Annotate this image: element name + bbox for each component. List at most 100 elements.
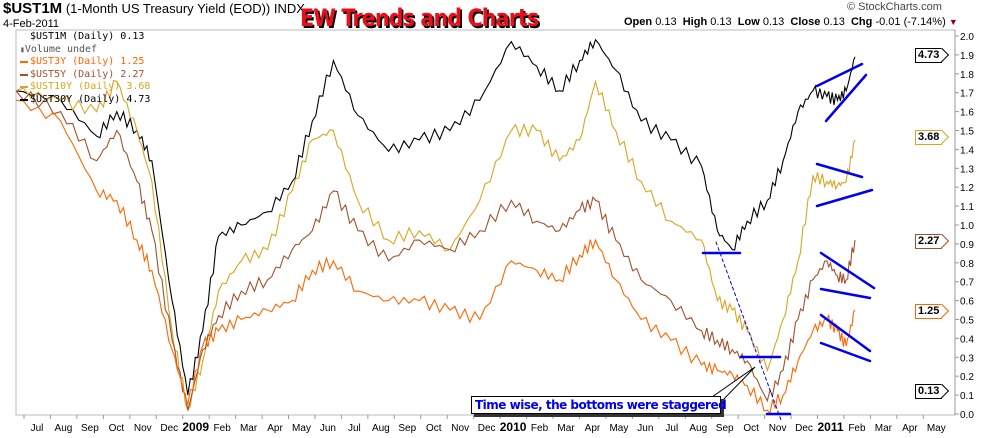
x-tick-label: Apr [902, 423, 918, 434]
y-tick-label: 1.1 [960, 202, 974, 213]
trendline-10y-lower [815, 188, 874, 208]
trendline-annotations [701, 62, 876, 421]
x-tick-label: 2009 [182, 420, 209, 434]
legend-label: Volume undef [24, 43, 98, 55]
x-tick-label: Nov [134, 423, 152, 434]
y-tick-label: 1.2 [960, 183, 974, 194]
x-tick-label: Nov [451, 423, 469, 434]
y-tick-label: 0.5 [960, 316, 974, 327]
y-tick-label: 1.5 [960, 127, 974, 138]
x-tick-label: Jun [320, 423, 336, 434]
legend-swatch [20, 86, 28, 89]
low-label: Low [737, 16, 760, 28]
y-tick-label: 2.0 [960, 32, 974, 43]
price-badge-value: 1.25 [918, 305, 940, 317]
legend-swatch [20, 98, 28, 101]
x-tick-label: Jun [637, 423, 653, 434]
x-tick-label: Feb [214, 423, 232, 434]
y-tick-label: 1.7 [960, 89, 974, 100]
x-tick-label: Jul [348, 423, 361, 434]
y-tick-label: 0.6 [960, 297, 974, 308]
y-tick-label: 0.2 [960, 372, 974, 383]
x-tick-label: Aug [372, 423, 390, 434]
high-value: 0.13 [710, 16, 732, 28]
legend-item: $UST1M (Daily) 0.13 [20, 31, 150, 44]
x-tick-label: Mar [557, 423, 575, 434]
price-badge-value: 0.13 [918, 385, 940, 397]
trendline-5y-lower [819, 287, 872, 300]
series-line-ust5y [15, 90, 856, 411]
close-value: 0.13 [823, 16, 845, 28]
y-tick-label: 1.0 [960, 221, 974, 232]
x-tick-label: May [292, 423, 311, 434]
x-tick-label: Apr [267, 423, 283, 434]
price-badge-value: 2.27 [918, 235, 940, 247]
y-tick-label: 0.8 [960, 259, 974, 270]
y-tick-label: 0.7 [960, 278, 974, 289]
trendline-30y-lower [824, 73, 868, 123]
series-line-ust3y [15, 99, 856, 415]
x-tick-label: Sep [398, 423, 416, 434]
price-badge-value: 3.68 [918, 131, 940, 143]
y-tick-label: 1.4 [960, 145, 974, 156]
x-tick-label: Dec [478, 423, 496, 434]
price-badge: 0.13 [915, 384, 943, 399]
x-tick-label: Sep [716, 423, 734, 434]
symbol: $UST1M [3, 0, 63, 17]
y-tick-label: 1.3 [960, 164, 974, 175]
chart-title: EW Trends and Charts [300, 4, 539, 32]
x-tick-label: Jul [31, 423, 44, 434]
x-axis: Jul Aug Sep Oct Nov Dec 2009 Feb Mar Apr May Jun Jul… [23, 415, 946, 434]
down-arrow-icon: ▼ [948, 17, 958, 27]
x-tick-label: 2011 [817, 420, 843, 434]
legend-swatch [20, 61, 28, 64]
trendline-3y-upper [819, 313, 872, 353]
legend-label: $UST5Y (Daily) 2.27 [30, 68, 145, 80]
open-value: 0.13 [655, 16, 677, 28]
legend: $UST1M (Daily) 0.13 ▮ Volume undef $UST3Y (… [20, 31, 150, 106]
y-tick-label: 0.3 [960, 353, 974, 364]
x-tick-label: Oct [109, 423, 125, 434]
price-badge: 3.68 [915, 130, 943, 145]
low-value: 0.13 [762, 16, 785, 28]
x-tick-label: Feb [531, 423, 549, 434]
x-tick-label: Mar [240, 423, 258, 434]
symbol-description: (1-Month US Treasury Yield (EOD)) INDX [65, 1, 305, 16]
legend-label: $UST30Y (Daily) 4.73 [30, 93, 151, 105]
y-tick-label: 0.4 [960, 334, 974, 345]
chart-date: 4-Feb-2011 [3, 18, 60, 30]
open-label: Open [624, 16, 653, 28]
x-tick-label: Jul [665, 423, 678, 434]
x-tick-label: Feb [848, 423, 866, 434]
x-tick-label: Mar [875, 423, 893, 434]
series-line-ust30y [15, 38, 856, 396]
x-tick-label: Nov [769, 423, 787, 434]
ohlc-readout: Open 0.13 High 0.13 Low 0.13 Close 0.13 … [624, 16, 958, 29]
y-axis: 0.0 0.1 0.2 0.3 0.4 0.5 0.6 0.7 0.8 0.9 1.0 1.1 1.2 1… [954, 30, 974, 421]
legend-label: $UST3Y (Daily) 1.25 [30, 56, 145, 67]
y-tick-label: 1.9 [960, 51, 974, 62]
y-tick-label: 0.9 [960, 240, 974, 251]
price-badge: 4.73 [915, 48, 943, 63]
stagger-dashed-line [715, 241, 782, 421]
legend-item: $UST10Y (Daily) 3.68 [20, 81, 150, 94]
trendline-3y-lower [819, 341, 872, 363]
x-tick-label: Apr [585, 423, 601, 434]
legend-item: $UST5Y (Daily) 2.27 [20, 69, 150, 82]
trendline-30y-upper [815, 62, 864, 88]
price-badge: 2.27 [915, 234, 943, 249]
y-tick-label: 0.0 [960, 410, 974, 421]
series-group [15, 38, 856, 415]
legend-item: ▮ Volume undef [20, 44, 150, 57]
x-tick-label: 2010 [500, 420, 527, 434]
legend-label: $UST1M (Daily) 0.13 [30, 31, 145, 42]
price-badge: 1.25 [915, 304, 943, 319]
legend-item: $UST3Y (Daily) 1.25 [20, 56, 150, 69]
x-tick-label: Oct [426, 423, 442, 434]
chg-label: Chg [850, 16, 873, 28]
x-tick-label: May [609, 423, 628, 434]
legend-item: $UST30Y (Daily) 4.73 [20, 94, 150, 107]
x-tick-label: May [927, 423, 946, 434]
chart-symbol: $UST1M (1-Month US Treasury Yield (EOD))… [3, 0, 305, 17]
